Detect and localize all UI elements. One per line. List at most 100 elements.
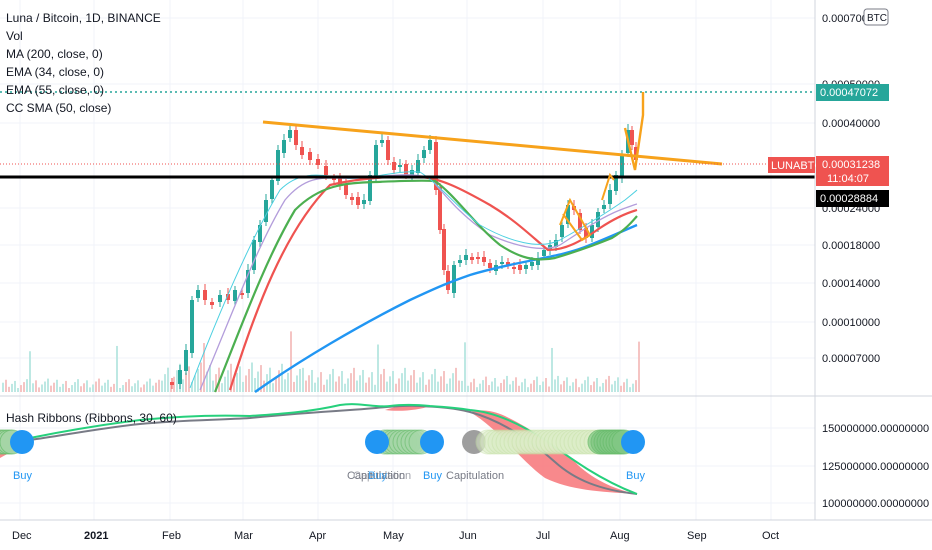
volume-bar [428, 379, 430, 392]
x-tick-aug: Aug [610, 530, 630, 542]
volume-bar [203, 343, 205, 392]
ema-fast-line [189, 171, 638, 389]
volume-bar [563, 380, 565, 392]
legend-ma200[interactable]: MA (200, close, 0) [6, 47, 103, 61]
legend-vol[interactable]: Vol [6, 29, 23, 43]
volume-bar [350, 373, 352, 392]
x-tick-2021: 2021 [84, 530, 108, 542]
volume-bar [482, 380, 484, 392]
volume-bar [464, 342, 466, 392]
volume-bar [26, 379, 28, 392]
volume-bar [182, 379, 184, 392]
volume-bar [398, 378, 400, 392]
volume-bar [299, 368, 301, 392]
x-tick-apr: Apr [309, 530, 326, 542]
volume-bar [185, 372, 187, 392]
candle-body [264, 200, 268, 222]
volume-bar [593, 381, 595, 392]
candle-body [170, 382, 174, 385]
volume-bar [146, 381, 148, 392]
descending-trendline [262, 120, 723, 166]
legend-ccsma[interactable]: CC SMA (50, close) [6, 101, 112, 115]
volume-bar [290, 331, 292, 392]
signal-dot [420, 430, 444, 454]
volume-bar [212, 380, 214, 392]
volume-bar [32, 383, 34, 392]
x-tick-sep: Sep [687, 530, 707, 542]
volume-bar [461, 380, 463, 392]
volume-bar [473, 378, 475, 392]
volume-bar [359, 375, 361, 392]
symbol-tag-bg [768, 157, 815, 173]
legend-ema55[interactable]: EMA (55, close, 0) [6, 83, 105, 97]
volume-bar [506, 375, 508, 392]
candle-body [368, 175, 372, 201]
volume-bar [638, 341, 640, 392]
volume-bar [191, 381, 193, 392]
hash-ribbons-legend[interactable]: Hash Ribbons (Ribbons, 30, 60) [6, 411, 177, 425]
volume-bar [572, 382, 574, 392]
volume-bar [371, 372, 373, 392]
symbol-tag: LUNABTC [771, 160, 822, 172]
candle-body [438, 187, 442, 230]
volume-bar [335, 381, 337, 392]
volume-bar [53, 382, 55, 392]
ribbon-tick-1: 125000000.00000000 [822, 461, 929, 473]
legend-ema34[interactable]: EMA (34, close, 0) [6, 65, 105, 79]
symbol-title[interactable]: Luna / Bitcoin, 1D, BINANCE [6, 11, 161, 25]
volume-bar [206, 371, 208, 392]
flag-drawing-july [559, 197, 592, 242]
breakout-projection [623, 92, 645, 171]
main-legend: Luna / Bitcoin, 1D, BINANCE Vol MA (200,… [6, 9, 161, 117]
volume-bar [29, 351, 31, 392]
volume-bar [353, 367, 355, 392]
volume-bar [605, 379, 607, 392]
volume-bar [50, 385, 52, 392]
volume-bar [143, 384, 145, 392]
volume-bar [629, 387, 631, 392]
volume-bar [635, 380, 637, 392]
candle-body [566, 205, 570, 224]
volume-bar [341, 371, 343, 392]
volume-bar [386, 381, 388, 392]
volume-bar [431, 374, 433, 392]
volume-bar [623, 382, 625, 392]
volume-bar [86, 380, 88, 392]
candle-body [536, 258, 540, 265]
candle-body [233, 290, 237, 301]
flag-drawing-august [601, 172, 615, 201]
candle-body [442, 229, 446, 270]
candle-body [380, 140, 384, 143]
price-tick-4: 0.00018000 [822, 240, 880, 252]
volume-bar [221, 383, 223, 392]
volume-bar [590, 385, 592, 392]
volume-bar [467, 385, 469, 392]
volume-bar [2, 382, 4, 392]
signal-dot [621, 430, 645, 454]
candle-body [184, 350, 188, 371]
last-price-tag-bg [816, 156, 889, 186]
x-tick-dec: Dec [12, 530, 32, 542]
volume-bar [269, 367, 271, 392]
volume-bar [113, 383, 115, 392]
currency-badge-box[interactable] [863, 8, 889, 26]
volume-bar [62, 383, 64, 392]
candle-body [476, 257, 480, 259]
volume-bar [80, 386, 82, 392]
x-tick-jun: Jun [459, 530, 477, 542]
volume-bar [227, 370, 229, 392]
volume-bar [248, 368, 250, 392]
price-tick-2: 0.00040000 [822, 118, 880, 130]
x-tick-mar: Mar [234, 530, 253, 542]
volume-bar [8, 386, 10, 392]
volume-bar [68, 388, 70, 392]
volume-bar [233, 379, 235, 392]
candle-body [530, 262, 534, 266]
candle-body [422, 150, 426, 158]
volume-bar [98, 378, 100, 392]
volume-bar [509, 384, 511, 392]
candle-body [542, 250, 546, 256]
volume-bar [578, 387, 580, 392]
candle-body [218, 295, 222, 302]
